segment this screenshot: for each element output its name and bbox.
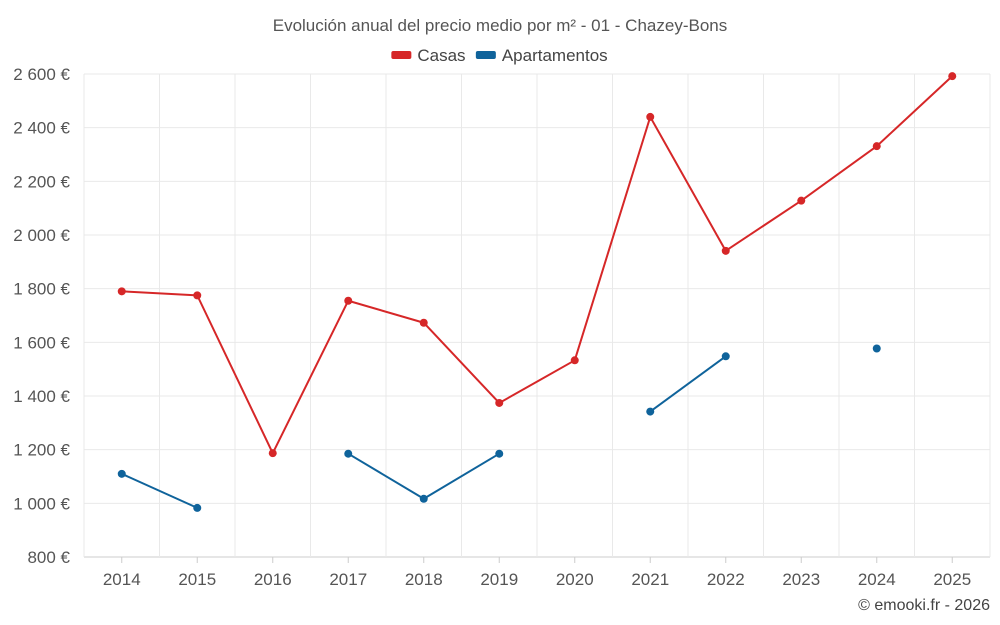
x-tick-label: 2018 bbox=[405, 570, 443, 589]
data-point-apartamentos[interactable] bbox=[419, 494, 428, 503]
y-tick-label: 1 000 € bbox=[13, 494, 70, 513]
data-point-apartamentos[interactable] bbox=[495, 449, 504, 458]
legend-item-apartamentos[interactable]: Apartamentos bbox=[475, 46, 608, 65]
data-point-casas[interactable] bbox=[570, 356, 579, 365]
x-tick-label: 2021 bbox=[631, 570, 669, 589]
data-point-apartamentos[interactable] bbox=[344, 449, 353, 458]
data-point-casas[interactable] bbox=[344, 296, 353, 305]
y-tick-label: 1 200 € bbox=[13, 441, 70, 460]
grid bbox=[83, 73, 991, 558]
series-casas bbox=[117, 72, 957, 458]
x-tick-label: 2017 bbox=[329, 570, 367, 589]
data-point-casas[interactable] bbox=[721, 246, 730, 255]
legend: Casas Apartamentos bbox=[391, 46, 608, 65]
legend-swatch bbox=[391, 51, 412, 59]
series-layer bbox=[117, 72, 957, 512]
data-point-apartamentos[interactable] bbox=[721, 352, 730, 361]
data-point-casas[interactable] bbox=[495, 398, 504, 407]
series-apartamentos bbox=[117, 344, 881, 512]
legend-label: Apartamentos bbox=[502, 46, 608, 65]
x-tick-label: 2019 bbox=[480, 570, 518, 589]
data-point-casas[interactable] bbox=[117, 287, 126, 296]
data-point-casas[interactable] bbox=[948, 72, 957, 81]
series-line-apartamentos bbox=[121, 472, 198, 509]
series-line-apartamentos bbox=[347, 452, 500, 500]
x-tick-label: 2020 bbox=[556, 570, 594, 589]
x-tick-label: 2025 bbox=[933, 570, 971, 589]
data-point-casas[interactable] bbox=[419, 318, 428, 327]
x-tick-label: 2023 bbox=[782, 570, 820, 589]
data-point-casas[interactable] bbox=[797, 196, 806, 205]
x-tick-label: 2022 bbox=[707, 570, 745, 589]
credit: © emooki.fr - 2026 bbox=[858, 597, 990, 614]
y-tick-label: 1 600 € bbox=[13, 333, 70, 352]
series-line-casas bbox=[121, 75, 953, 455]
chart-title: Evolución anual del precio medio por m² … bbox=[273, 16, 728, 35]
legend-item-casas[interactable]: Casas bbox=[391, 46, 466, 65]
data-point-casas[interactable] bbox=[193, 291, 202, 300]
data-point-casas[interactable] bbox=[268, 449, 277, 458]
data-point-casas[interactable] bbox=[646, 112, 655, 121]
data-point-apartamentos[interactable] bbox=[872, 344, 881, 353]
x-tick-label: 2015 bbox=[178, 570, 216, 589]
x-axis: 2014 2015 2016 2017 2018 2019 2020 2021 2022 2023… bbox=[103, 557, 971, 589]
y-axis: 800 € 1 000 € 1 200 € 1 400 € 1 600 € 1 800 €… bbox=[13, 65, 70, 567]
x-tick-label: 2016 bbox=[254, 570, 292, 589]
y-tick-label: 2 600 € bbox=[13, 65, 70, 84]
data-point-apartamentos[interactable] bbox=[193, 503, 202, 512]
y-tick-label: 2 200 € bbox=[13, 172, 70, 191]
y-tick-label: 2 400 € bbox=[13, 119, 70, 138]
data-point-apartamentos[interactable] bbox=[117, 469, 126, 478]
y-tick-label: 1 800 € bbox=[13, 280, 70, 299]
data-point-apartamentos[interactable] bbox=[646, 407, 655, 416]
legend-label: Casas bbox=[417, 46, 465, 65]
data-point-casas[interactable] bbox=[872, 142, 881, 151]
x-tick-label: 2024 bbox=[858, 570, 896, 589]
series-line-apartamentos bbox=[649, 355, 727, 413]
x-tick-label: 2014 bbox=[103, 570, 141, 589]
legend-swatch bbox=[475, 51, 496, 59]
y-tick-label: 1 400 € bbox=[13, 387, 70, 406]
y-tick-label: 800 € bbox=[27, 548, 70, 567]
y-tick-label: 2 000 € bbox=[13, 226, 70, 245]
